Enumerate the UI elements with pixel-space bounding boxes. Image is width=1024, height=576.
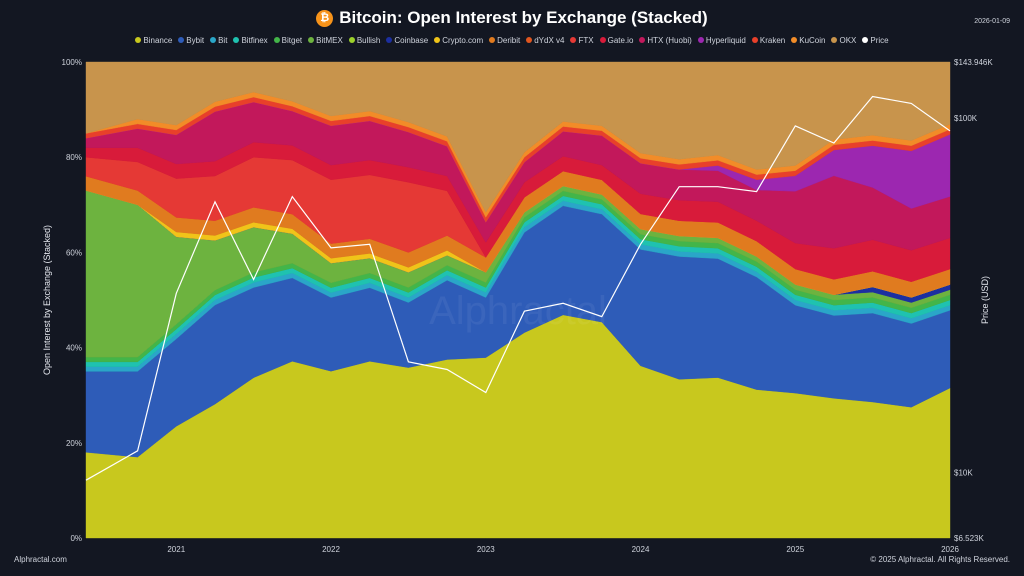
legend-label: Coinbase xyxy=(394,36,429,45)
legend-item[interactable]: HTX (Huobi) xyxy=(639,36,692,45)
legend-swatch xyxy=(178,37,185,43)
legend-label: Bybit xyxy=(186,36,205,45)
legend-item[interactable]: Bybit xyxy=(178,36,204,45)
bitcoin-icon: ₿ xyxy=(316,10,334,27)
legend-item[interactable]: Coinbase xyxy=(386,36,428,45)
y-tick-label: 100% xyxy=(62,58,82,67)
legend-swatch xyxy=(791,37,798,43)
legend-item[interactable]: Deribit xyxy=(489,36,520,45)
y-tick-label: 20% xyxy=(66,439,82,448)
y2-axis-title: Price (USD) xyxy=(980,276,990,324)
legend-item[interactable]: Crypto.com xyxy=(434,36,483,45)
watermark: Alphractal xyxy=(429,289,607,333)
legend-item[interactable]: Bitget xyxy=(273,36,303,45)
legend-label: Deribit xyxy=(497,36,521,45)
x-tick-label: 2024 xyxy=(632,545,650,554)
x-tick-label: 2026 xyxy=(941,545,959,554)
x-tick-label: 2023 xyxy=(477,545,495,554)
area-series xyxy=(85,61,951,213)
legend-swatch xyxy=(831,37,838,43)
legend-item[interactable]: Bit xyxy=(210,36,227,45)
footer-copyright: © 2025 Alphractal. All Rights Reserved. xyxy=(870,555,1010,564)
legend-item[interactable]: Kraken xyxy=(751,36,786,45)
legend-label: BitMEX xyxy=(316,36,343,45)
price-line xyxy=(85,95,951,481)
x-tick-label: 2025 xyxy=(786,545,804,554)
legend-label: OKX xyxy=(839,36,857,45)
y2-tick-label: $10K xyxy=(954,468,973,477)
legend-label: Gate.io xyxy=(607,36,634,45)
x-tick-label: 2022 xyxy=(322,545,340,554)
legend-swatch xyxy=(233,37,240,43)
legend-label: Binance xyxy=(143,36,173,45)
legend-item[interactable]: Binance xyxy=(135,36,172,45)
y2-tick-label: $100K xyxy=(954,114,978,123)
legend-swatch xyxy=(489,37,496,43)
legend-item[interactable]: KuCoin xyxy=(791,36,825,45)
legend-swatch xyxy=(570,37,577,43)
legend-item[interactable]: BitMEX xyxy=(308,36,343,45)
legend-item[interactable]: Gate.io xyxy=(599,36,634,45)
legend-swatch xyxy=(697,37,704,43)
legend-item[interactable]: OKX xyxy=(831,36,856,45)
legend-swatch xyxy=(639,37,646,43)
legend-label: Crypto.com xyxy=(442,36,484,45)
legend-label: KuCoin xyxy=(799,36,826,45)
legend-swatch xyxy=(599,37,606,43)
legend-item[interactable]: Bitfinex xyxy=(233,36,268,45)
legend-label: FTX xyxy=(578,36,594,45)
legend-item[interactable]: FTX xyxy=(570,36,594,45)
legend-swatch xyxy=(751,37,758,43)
legend-label: Bitget xyxy=(281,36,303,45)
legend-swatch xyxy=(526,37,533,43)
legend-label: Bitfinex xyxy=(241,36,268,45)
legend-label: Hyperliquid xyxy=(705,36,746,45)
legend-swatch xyxy=(308,37,315,43)
legend-label: Bit xyxy=(218,36,228,45)
legend-label: dYdX v4 xyxy=(534,36,565,45)
legend-swatch xyxy=(210,37,217,43)
legend: Binance Bybit Bit Bitfinex Bitget BitMEX Bulli… xyxy=(0,36,1024,45)
y-axis-title: Open Interest by Exchange (Stacked) xyxy=(42,225,52,375)
footer-source: Alphractal.com xyxy=(14,555,67,564)
legend-item[interactable]: Price xyxy=(862,36,889,45)
legend-swatch xyxy=(348,37,355,43)
legend-item[interactable]: Bullish xyxy=(348,36,381,45)
y2-tick-label: $143.946K xyxy=(954,58,993,67)
legend-label: Kraken xyxy=(759,36,786,45)
x-tick-label: 2021 xyxy=(167,545,185,554)
legend-swatch xyxy=(386,37,393,43)
legend-item[interactable]: dYdX v4 xyxy=(526,36,564,45)
legend-swatch xyxy=(273,37,280,43)
legend-item[interactable]: Hyperliquid xyxy=(697,36,746,45)
legend-label: HTX (Huobi) xyxy=(647,36,692,45)
y-tick-label: 80% xyxy=(66,153,82,162)
chart-date: 2026-01-09 xyxy=(974,18,1010,25)
y-tick-label: 60% xyxy=(66,248,82,257)
y-tick-label: 40% xyxy=(66,344,82,353)
legend-swatch xyxy=(862,37,869,43)
y-tick-label: 0% xyxy=(70,534,82,543)
legend-label: Price xyxy=(870,36,889,45)
chart-title: ₿ Bitcoin: Open Interest by Exchange (Sta… xyxy=(0,8,1024,28)
y2-tick-label: $6.523K xyxy=(954,534,984,543)
chart-title-text: Bitcoin: Open Interest by Exchange (Stac… xyxy=(339,8,708,27)
legend-swatch xyxy=(135,37,142,43)
legend-label: Bullish xyxy=(356,36,381,45)
legend-swatch xyxy=(434,37,441,43)
